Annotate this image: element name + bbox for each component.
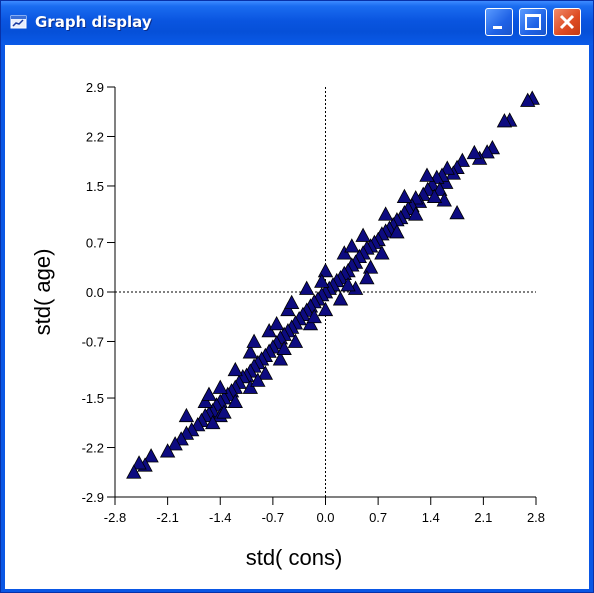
y-tick-label: 1.5: [86, 179, 104, 194]
data-point: [287, 333, 304, 348]
data-point: [212, 379, 228, 394]
data-point: [242, 379, 258, 394]
data-point: [520, 92, 536, 107]
x-tick-label: 2.1: [474, 510, 492, 525]
data-point: [178, 407, 195, 423]
data-point: [227, 393, 243, 408]
x-tick-label: 0.0: [316, 510, 334, 525]
data-point: [389, 224, 405, 239]
data-point: [257, 365, 274, 380]
y-tick-label: -2.9: [82, 490, 104, 505]
window-title: Graph display: [35, 13, 152, 31]
y-tick-label: -0.7: [82, 334, 104, 349]
data-point: [496, 113, 513, 128]
data-point: [332, 291, 349, 306]
x-tick-label: -2.1: [156, 510, 178, 525]
data-point: [227, 361, 243, 377]
y-tick-label: -1.5: [82, 391, 104, 406]
data-point: [167, 436, 183, 451]
data-point: [396, 188, 413, 203]
maximize-icon: [525, 14, 541, 30]
data-point: [250, 372, 266, 387]
y-tick-label: 0.0: [86, 285, 104, 300]
scatter-plot: 2.9 2.2 1.5 0.7 0.0 -0.7 -1.5 -2.2 -2.9-2.8 -2.1 -…: [30, 80, 545, 570]
data-point: [246, 333, 262, 348]
data-point: [283, 294, 300, 310]
data-point: [268, 315, 285, 331]
data-point: [344, 238, 360, 253]
data-point: [201, 386, 217, 401]
data-point: [408, 206, 424, 221]
y-tick-label: 2.9: [86, 80, 104, 95]
data-point: [306, 308, 322, 324]
data-point: [419, 167, 435, 182]
data-point: [131, 455, 147, 470]
data-point: [355, 227, 371, 242]
data-point: [479, 144, 495, 159]
data-point: [197, 393, 213, 408]
x-tick-label: 2.8: [527, 510, 545, 525]
data-point: [302, 315, 319, 331]
data-point: [143, 448, 159, 463]
x-tick-label: -1.4: [209, 510, 231, 525]
close-button[interactable]: [553, 8, 581, 36]
data-point: [426, 188, 443, 203]
x-tick-label: 1.4: [422, 510, 440, 525]
data-point: [314, 273, 330, 288]
data-point: [359, 270, 375, 285]
y-tick-label: -2.2: [82, 441, 104, 456]
close-icon: [559, 14, 575, 30]
data-point: [340, 277, 356, 292]
data-point: [280, 301, 296, 317]
data-point: [276, 340, 292, 355]
y-axis-label: std( age): [30, 249, 55, 336]
y-tick-label: 0.7: [86, 236, 104, 251]
graph-canvas: 2.9 2.2 1.5 0.7 0.0 -0.7 -1.5 -2.2 -2.9 -2.8 -2.1 -…: [5, 45, 589, 589]
x-axis-label: std( cons): [246, 545, 343, 570]
data-point: [261, 323, 277, 338]
graph-window-icon: [10, 15, 27, 29]
data-point: [299, 280, 315, 295]
data-point: [362, 259, 379, 274]
minimize-button[interactable]: [485, 8, 513, 36]
data-point: [272, 351, 289, 366]
x-tick-label: 0.7: [369, 510, 387, 525]
y-tick-label: 2.2: [86, 129, 104, 144]
data-point: [216, 404, 232, 419]
data-point: [317, 262, 334, 278]
x-tick-label: -2.8: [104, 510, 126, 525]
data-point: [242, 344, 258, 359]
data-point: [159, 443, 176, 458]
data-point: [374, 245, 390, 260]
title-bar[interactable]: Graph display: [1, 1, 593, 45]
data-point: [317, 301, 334, 317]
data-point: [377, 206, 394, 221]
data-point: [336, 245, 352, 260]
minimize-icon: [493, 26, 502, 29]
maximize-button[interactable]: [519, 8, 547, 36]
x-tick-label: -0.7: [262, 510, 284, 525]
data-point: [126, 464, 142, 479]
data-point: [466, 144, 483, 160]
data-point: [449, 204, 465, 220]
data-point: [205, 414, 221, 430]
